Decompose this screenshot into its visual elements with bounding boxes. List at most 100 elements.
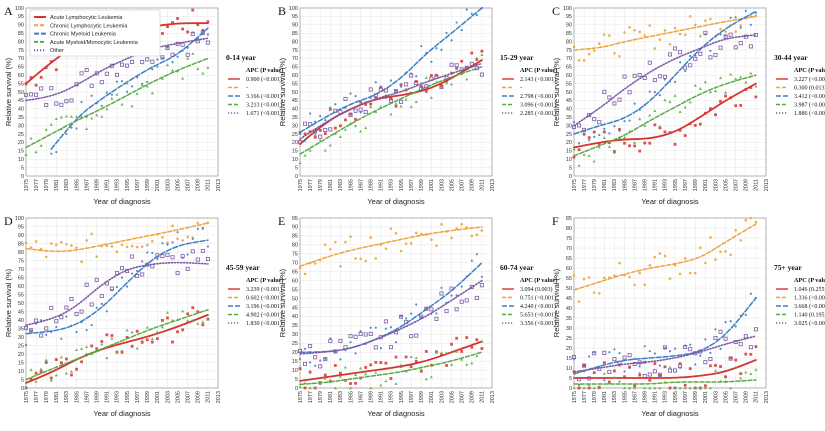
data-point [444, 309, 449, 314]
data-point [652, 78, 657, 83]
data-point [607, 145, 611, 148]
data-point [723, 90, 728, 94]
data-point [657, 372, 662, 377]
y-tick-label: 25 [292, 341, 298, 347]
y-tick-label: 75 [292, 48, 298, 54]
data-point [734, 104, 738, 108]
y-tick-label: 60 [18, 284, 24, 290]
data-point [120, 243, 124, 247]
data-point [303, 121, 308, 126]
data-point [673, 80, 677, 83]
data-point [753, 327, 758, 332]
data-point [617, 97, 622, 102]
data-point [130, 344, 134, 348]
data-point [105, 333, 109, 337]
series-4 [23, 248, 210, 338]
data-point [439, 85, 444, 89]
data-point [353, 108, 358, 113]
data-point [698, 386, 702, 390]
data-point [633, 28, 636, 32]
data-point [388, 345, 393, 350]
data-point [368, 87, 373, 92]
data-point [161, 242, 164, 245]
plot-frame [573, 7, 767, 177]
data-point [110, 96, 114, 100]
data-point [186, 319, 190, 322]
data-point [206, 33, 209, 36]
series-3 [298, 339, 484, 390]
data-point [374, 370, 378, 374]
x-tick-label: 2001 [429, 391, 435, 403]
data-point [480, 347, 484, 350]
data-point [175, 271, 180, 276]
data-point [105, 244, 109, 248]
data-point [166, 243, 169, 246]
data-point [663, 29, 667, 32]
x-tick-label: 1997 [135, 391, 141, 403]
x-tick-label: 2007 [459, 179, 465, 191]
x-tick-label: 1997 [409, 391, 415, 403]
data-point [729, 320, 732, 323]
data-point [100, 342, 104, 346]
y-tick-label: 35 [18, 326, 24, 332]
data-point [718, 76, 723, 80]
data-point [54, 101, 59, 106]
data-point [703, 80, 707, 84]
apc-value: 0.602 (<0.001) [246, 295, 282, 302]
data-point [414, 231, 418, 235]
legend-label: Chronic Myeloid Leukemia [50, 32, 117, 38]
data-point [638, 371, 642, 375]
plot-frame [299, 217, 493, 389]
x-tick-label: 1991 [653, 179, 659, 191]
data-point [85, 127, 89, 130]
data-point [723, 34, 728, 39]
data-point [572, 355, 577, 360]
data-point [298, 161, 302, 165]
y-tick-label: 60 [566, 266, 572, 272]
y-tick-label: 100 [15, 216, 24, 222]
apc-value: 3.025 (<0.001) [794, 320, 825, 327]
data-point [314, 364, 317, 367]
y-tick-label: 95 [18, 224, 24, 230]
data-point [445, 364, 448, 367]
data-point [75, 330, 78, 334]
data-point [607, 369, 612, 374]
x-tick-label: 1993 [115, 179, 121, 191]
y-tick-label: 35 [566, 316, 572, 322]
data-point [642, 373, 647, 378]
data-point [572, 274, 576, 277]
y-tick-label: 75 [18, 48, 24, 54]
data-point [374, 360, 378, 364]
y-tick-label: 60 [292, 278, 298, 284]
data-point [734, 30, 737, 33]
x-tick-label: 2007 [733, 179, 739, 191]
apc-value: 1.140 (0.195) [794, 312, 825, 319]
data-point [673, 46, 678, 51]
data-point [80, 360, 83, 364]
y-axis-label: Relative survival (%) [278, 57, 287, 126]
y-tick-label: 55 [292, 81, 298, 87]
trend-line [573, 10, 757, 135]
data-point [754, 367, 758, 371]
data-point [110, 93, 113, 96]
y-tick-label: 90 [566, 23, 572, 29]
data-point [465, 362, 469, 366]
data-point [738, 342, 743, 347]
data-point [419, 86, 424, 91]
data-point [200, 248, 205, 253]
y-tick-label: 65 [18, 275, 24, 281]
data-point [384, 247, 388, 250]
trend-line [573, 335, 757, 373]
data-point [333, 364, 337, 367]
data-point [450, 342, 453, 346]
data-point [324, 119, 327, 122]
data-point [171, 241, 174, 244]
x-tick-label: 2011 [754, 179, 760, 191]
y-tick-label: 70 [18, 56, 24, 62]
x-tick-label: 1995 [673, 391, 679, 403]
data-point [678, 32, 682, 36]
y-tick-label: 90 [292, 23, 298, 29]
data-point [135, 329, 139, 333]
y-tick-label: 0 [21, 386, 24, 392]
data-point [577, 148, 581, 152]
